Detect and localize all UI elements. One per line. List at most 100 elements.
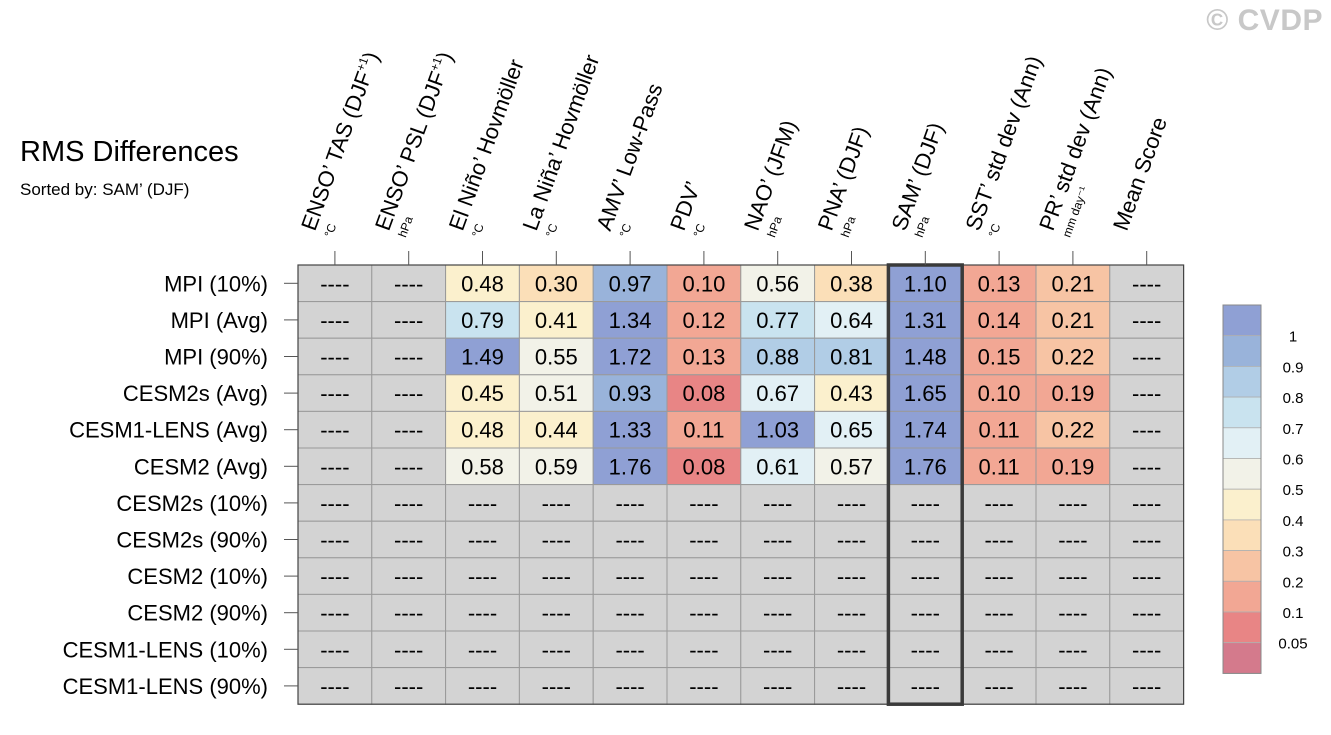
heatmap-cell bbox=[666, 630, 742, 669]
cell-value: 1.76 bbox=[904, 454, 947, 479]
cell-value: ---- bbox=[689, 674, 718, 699]
cell-value: 0.57 bbox=[830, 454, 873, 479]
heatmap-cell bbox=[961, 447, 1037, 486]
heatmap-cell bbox=[592, 447, 668, 486]
cell-value: ---- bbox=[615, 491, 644, 516]
column-label: La Niña’ Hovmöller bbox=[518, 51, 605, 233]
colorbar-tick-label: 0.7 bbox=[1283, 421, 1304, 438]
heatmap-cell bbox=[1109, 557, 1185, 595]
heatmap-cell bbox=[814, 264, 889, 303]
cell-value: ---- bbox=[394, 418, 423, 443]
row-label: MPI (90%) bbox=[164, 345, 268, 370]
cell-value: 0.59 bbox=[535, 454, 578, 479]
colorbar-bin bbox=[1222, 611, 1262, 644]
cell-value: 0.11 bbox=[979, 454, 1020, 479]
cell-value: ---- bbox=[542, 491, 571, 516]
heatmap-cell bbox=[518, 484, 594, 522]
heatmap-cell bbox=[445, 557, 520, 595]
cell-value: ---- bbox=[468, 637, 497, 662]
cell-value: ---- bbox=[1132, 637, 1161, 662]
column-unit: °C bbox=[986, 221, 1004, 239]
heatmap-cell bbox=[961, 557, 1037, 595]
cell-value: ---- bbox=[763, 491, 792, 516]
cell-value: 0.65 bbox=[830, 418, 873, 443]
heatmap-cell bbox=[371, 264, 447, 303]
cell-value: ---- bbox=[837, 564, 866, 589]
heatmap-cell bbox=[887, 667, 963, 705]
cell-value: ---- bbox=[468, 491, 497, 516]
cell-value: 1.72 bbox=[609, 345, 652, 370]
heatmap-cell bbox=[592, 667, 668, 705]
colorbar-bin bbox=[1222, 458, 1262, 490]
cell-value: ---- bbox=[1058, 564, 1087, 589]
chart-title: RMS Differences bbox=[20, 136, 239, 168]
column-unit: hPa bbox=[838, 214, 859, 239]
cell-value: ---- bbox=[689, 637, 718, 662]
column-label: AMV’ Low-Pass bbox=[591, 80, 667, 234]
cell-value: 0.22 bbox=[1051, 418, 1094, 443]
cell-value: ---- bbox=[542, 637, 571, 662]
heatmap-cell bbox=[1035, 301, 1111, 339]
cell-value: ---- bbox=[394, 271, 423, 296]
column-label: ENSO’ PSL (DJF+1) bbox=[370, 48, 458, 233]
cell-value: ---- bbox=[542, 674, 571, 699]
heatmap-cell bbox=[592, 557, 668, 595]
heatmap-cell bbox=[1035, 374, 1111, 412]
cell-value: ---- bbox=[763, 528, 792, 553]
heatmap-cell bbox=[1035, 447, 1111, 486]
row-label: CESM1-LENS (10%) bbox=[63, 637, 268, 662]
heatmap-cell bbox=[371, 593, 447, 632]
heatmap-cell bbox=[371, 447, 447, 486]
column-unit: °C bbox=[543, 221, 561, 239]
cell-value: 0.44 bbox=[535, 418, 578, 443]
cell-value: ---- bbox=[689, 528, 718, 553]
cell-value: ---- bbox=[320, 418, 349, 443]
column-label: PNA’ (DJF) bbox=[813, 123, 874, 234]
heatmap-cell bbox=[445, 374, 520, 412]
cell-value: ---- bbox=[911, 637, 940, 662]
cell-value: ---- bbox=[615, 637, 644, 662]
column-header: NAO’ (JFM)hPa bbox=[739, 117, 802, 239]
heatmap-cell bbox=[518, 410, 594, 449]
heatmap-cell bbox=[445, 593, 520, 632]
cell-value: ---- bbox=[394, 308, 423, 333]
cell-value: ---- bbox=[394, 601, 423, 626]
cell-value: 0.13 bbox=[682, 345, 725, 370]
cell-value: 1.74 bbox=[904, 418, 947, 443]
colorbar-tick-label: 0.5 bbox=[1283, 482, 1304, 499]
cell-value: 0.97 bbox=[609, 271, 652, 296]
cell-value: 0.14 bbox=[978, 308, 1021, 333]
cell-value: 0.79 bbox=[461, 308, 504, 333]
cell-value: ---- bbox=[1132, 491, 1161, 516]
column-header: PDV’°C bbox=[665, 178, 708, 239]
heatmap-cell bbox=[592, 410, 668, 449]
row-label: MPI (10%) bbox=[164, 271, 268, 296]
cell-value: ---- bbox=[984, 674, 1013, 699]
heatmap-cell bbox=[518, 557, 594, 595]
row-label: CESM2 (10%) bbox=[127, 564, 268, 589]
column-unit: hPa bbox=[912, 214, 933, 239]
cell-value: ---- bbox=[320, 528, 349, 553]
cell-value: 1.65 bbox=[904, 381, 947, 406]
heatmap-cell bbox=[1035, 520, 1111, 559]
cell-value: ---- bbox=[1058, 601, 1087, 626]
cell-value: 1.33 bbox=[609, 418, 652, 443]
heatmap-cell bbox=[297, 667, 373, 705]
cell-value: ---- bbox=[394, 637, 423, 662]
cell-value: ---- bbox=[615, 601, 644, 626]
cell-value: ---- bbox=[984, 528, 1013, 553]
heatmap-cell bbox=[887, 520, 963, 559]
heatmap-cell bbox=[740, 301, 816, 339]
colorbar-bin bbox=[1222, 304, 1262, 337]
cell-value: ---- bbox=[837, 601, 866, 626]
heatmap-cell bbox=[518, 447, 594, 486]
cell-value: ---- bbox=[542, 528, 571, 553]
cell-value: ---- bbox=[394, 491, 423, 516]
cell-value: 0.55 bbox=[535, 345, 578, 370]
heatmap-cell bbox=[1035, 410, 1111, 449]
heatmap-cell bbox=[592, 484, 668, 522]
heatmap-cell bbox=[740, 630, 816, 669]
colorbar-tick-label: 1 bbox=[1289, 329, 1297, 346]
cell-value: 0.67 bbox=[756, 381, 799, 406]
cell-value: ---- bbox=[320, 271, 349, 296]
